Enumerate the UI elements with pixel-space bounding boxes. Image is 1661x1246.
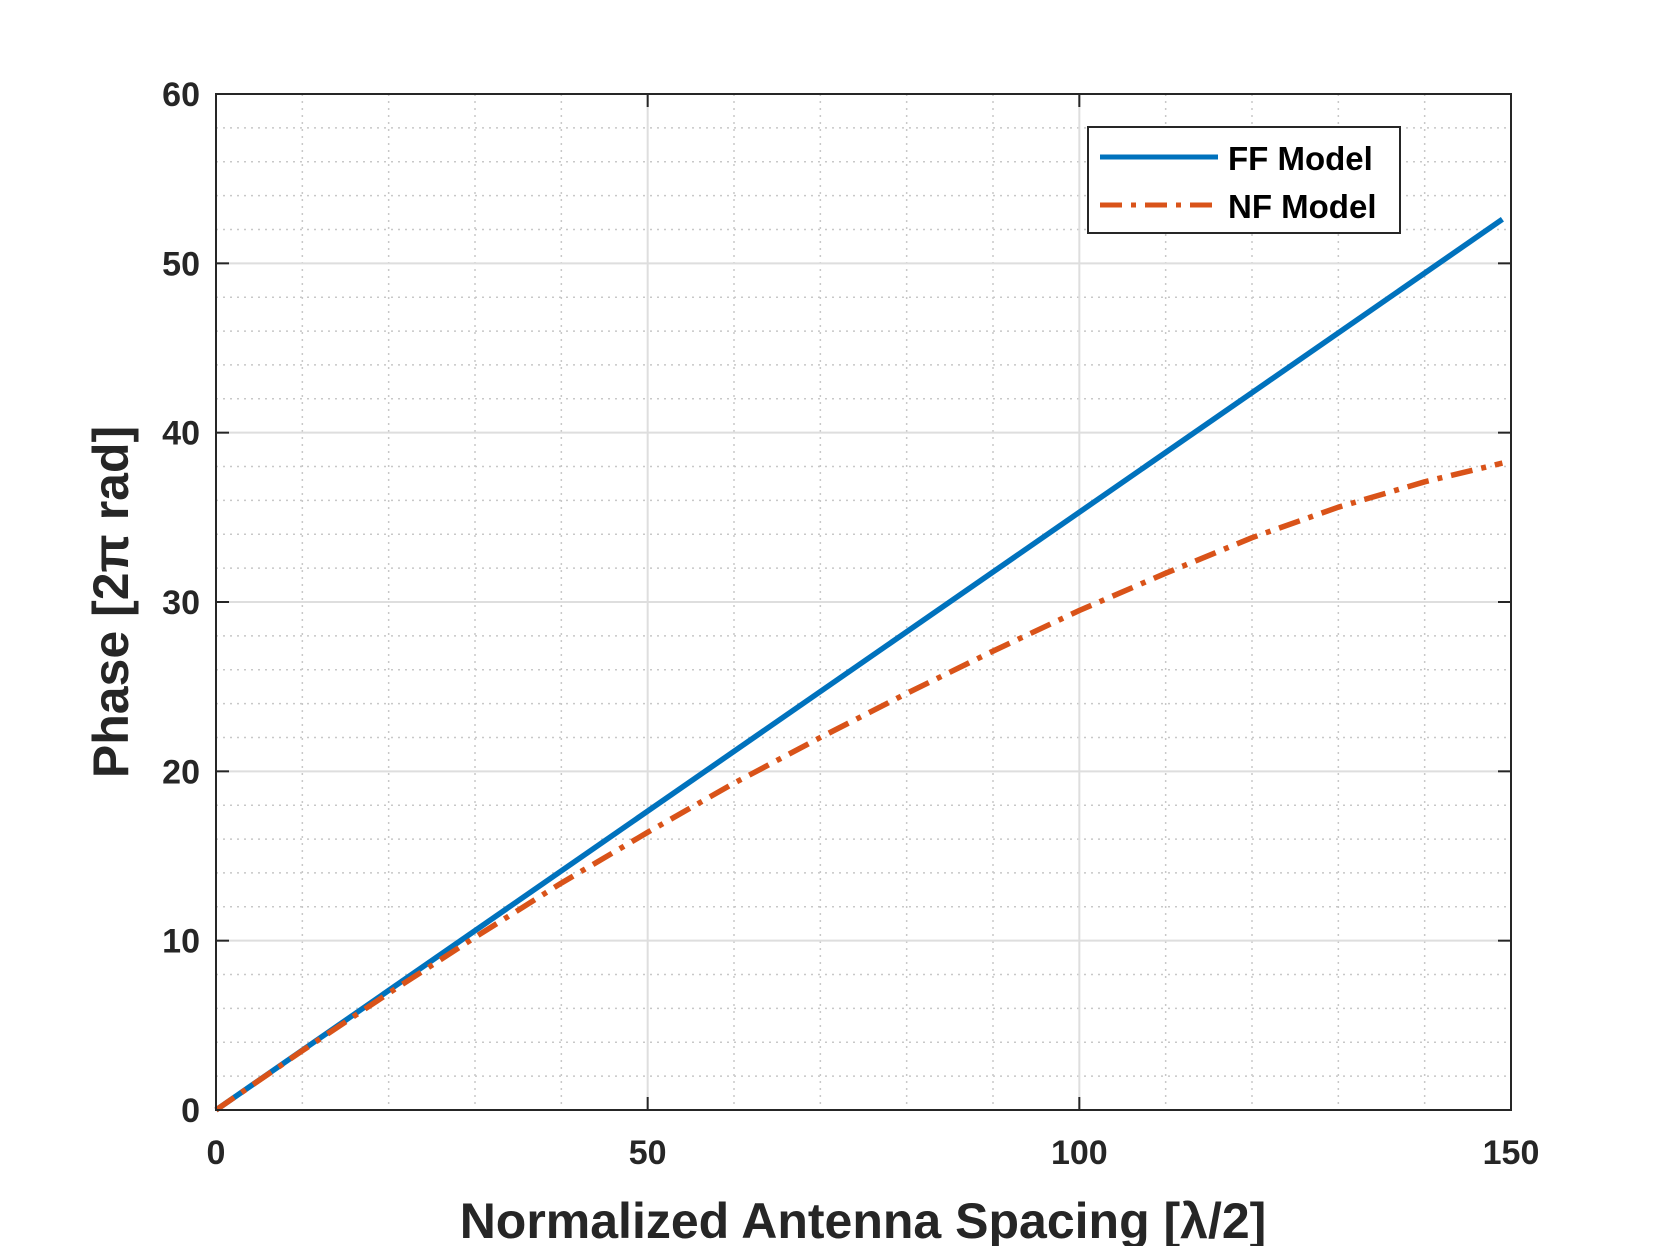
x-tick-label: 100	[1051, 1134, 1108, 1172]
y-axis-title: Phase [2π rad]	[83, 426, 139, 778]
x-tick-label: 150	[1483, 1134, 1540, 1172]
y-tick-label: 40	[162, 415, 200, 453]
x-tick-label: 50	[629, 1134, 667, 1172]
legend-label-ff-model: FF Model	[1228, 140, 1373, 177]
x-tick-label: 0	[207, 1134, 226, 1172]
y-tick-label: 20	[162, 753, 200, 791]
legend: FF Model NF Model	[1088, 127, 1400, 233]
y-tick-label: 10	[162, 923, 200, 961]
y-tick-label: 50	[162, 245, 200, 283]
x-axis-title: Normalized Antenna Spacing [λ/2]	[460, 1193, 1267, 1246]
chart: 0 50 100 150 0 10 20 30 40 50 60 Normalized Antenn…	[0, 0, 1661, 1246]
chart-svg: 0 50 100 150 0 10 20 30 40 50 60 Normalized Antenn…	[0, 0, 1661, 1246]
legend-label-nf-model: NF Model	[1228, 188, 1376, 225]
y-tick-label: 0	[181, 1092, 200, 1130]
y-tick-label: 30	[162, 584, 200, 622]
y-tick-label: 60	[162, 76, 200, 114]
